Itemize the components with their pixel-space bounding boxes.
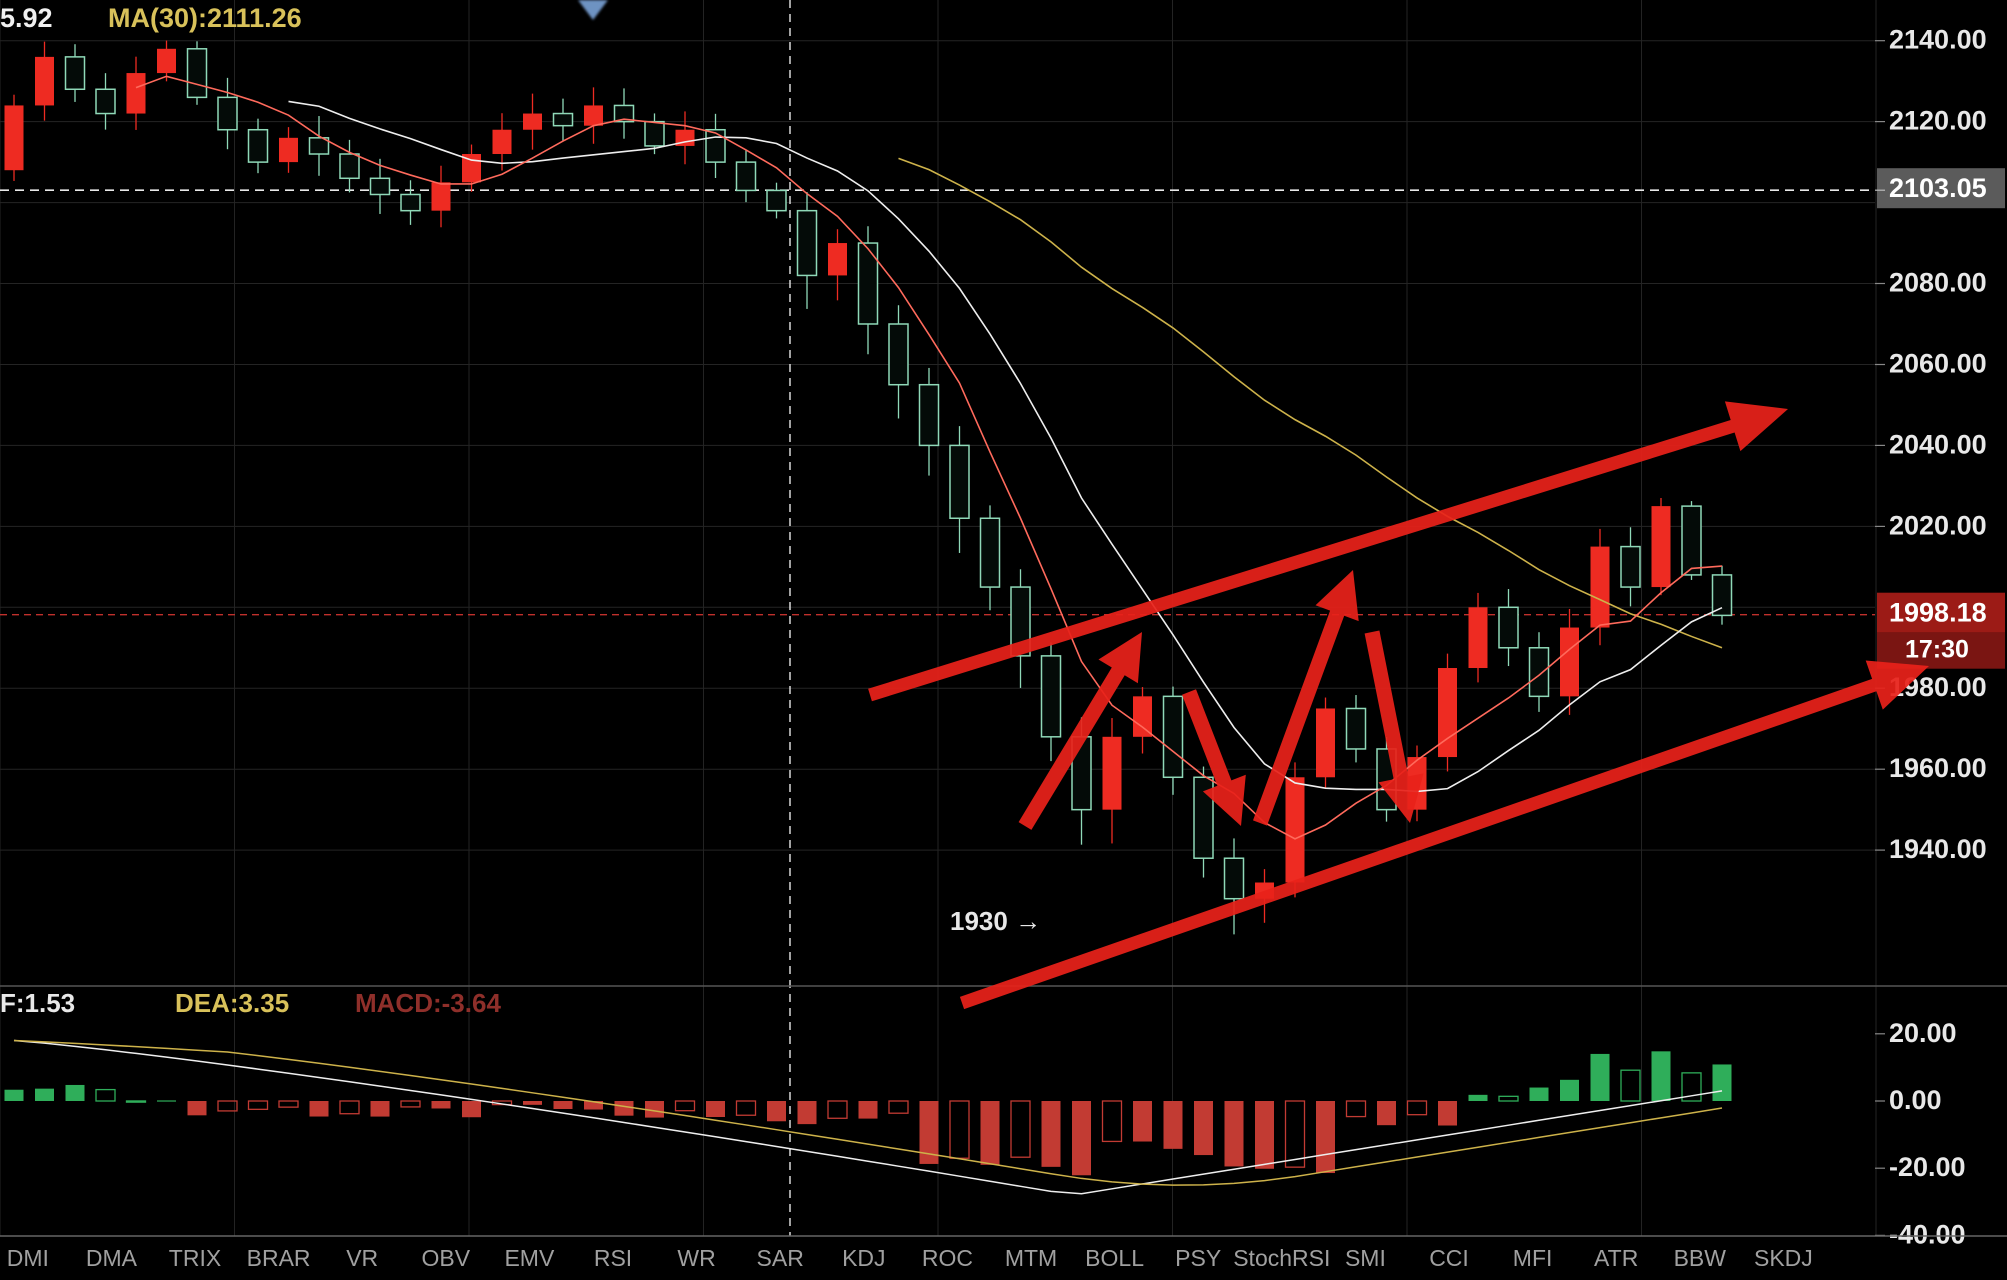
svg-text:MA(30):2111.26: MA(30):2111.26 (108, 3, 302, 33)
svg-text:2020.00: 2020.00 (1889, 510, 1987, 540)
svg-text:2103.05: 2103.05 (1889, 173, 1987, 203)
svg-text:MTM: MTM (1005, 1245, 1057, 1271)
svg-text:StochRSI: StochRSI (1233, 1245, 1330, 1271)
svg-text:1998.18: 1998.18 (1889, 598, 1987, 628)
svg-text:EMV: EMV (504, 1245, 555, 1271)
svg-text:2060.00: 2060.00 (1889, 349, 1987, 379)
svg-text:2120.00: 2120.00 (1889, 106, 1987, 136)
svg-text:2040.00: 2040.00 (1889, 429, 1987, 459)
svg-text:TRIX: TRIX (169, 1245, 221, 1271)
svg-text:RSI: RSI (594, 1245, 632, 1271)
svg-text:DEA:3.35: DEA:3.35 (175, 988, 289, 1018)
svg-text:-40.00: -40.00 (1889, 1219, 1966, 1249)
svg-text:KDJ: KDJ (842, 1245, 885, 1271)
svg-text:1940.00: 1940.00 (1889, 834, 1987, 864)
svg-text:PSY: PSY (1175, 1245, 1221, 1271)
svg-text:1930 →: 1930 → (950, 906, 1041, 936)
svg-text:0.00: 0.00 (1889, 1085, 1942, 1115)
svg-text:WR: WR (677, 1245, 715, 1271)
svg-text:SAR: SAR (757, 1245, 804, 1271)
svg-text:5.92: 5.92 (0, 3, 53, 33)
svg-text:1960.00: 1960.00 (1889, 753, 1987, 783)
svg-text:17:30: 17:30 (1905, 636, 1969, 664)
svg-text:ROC: ROC (922, 1245, 973, 1271)
svg-text:SKDJ: SKDJ (1754, 1245, 1813, 1271)
svg-text:MFI: MFI (1513, 1245, 1553, 1271)
svg-text:OBV: OBV (422, 1245, 471, 1271)
svg-text:CCI: CCI (1429, 1245, 1469, 1271)
svg-text:2140.00: 2140.00 (1889, 25, 1987, 55)
svg-text:DMI: DMI (7, 1245, 49, 1271)
svg-text:DMA: DMA (86, 1245, 138, 1271)
svg-text:ATR: ATR (1594, 1245, 1638, 1271)
svg-text:BRAR: BRAR (247, 1245, 311, 1271)
svg-text:F:1.53: F:1.53 (0, 988, 75, 1018)
svg-text:VR: VR (346, 1245, 378, 1271)
svg-text:-20.00: -20.00 (1889, 1152, 1966, 1182)
svg-text:20.00: 20.00 (1889, 1018, 1957, 1048)
svg-text:2080.00: 2080.00 (1889, 268, 1987, 298)
svg-text:BOLL: BOLL (1085, 1245, 1144, 1271)
svg-text:SMI: SMI (1345, 1245, 1386, 1271)
svg-text:BBW: BBW (1674, 1245, 1727, 1271)
svg-text:MACD:-3.64: MACD:-3.64 (355, 988, 501, 1018)
